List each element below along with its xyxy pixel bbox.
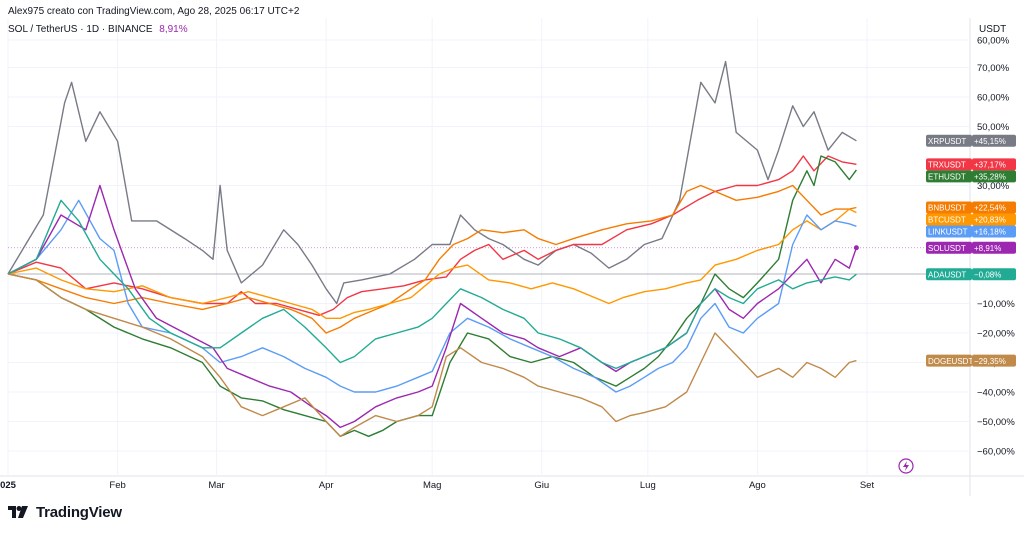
symbol-legend[interactable]: SOL / TetherUS · 1D · BINANCE 8,91% — [8, 24, 188, 35]
y-tick-label: 60,00% — [977, 93, 1010, 104]
price-axis-currency[interactable]: USDT — [979, 24, 1007, 35]
symbol-change: 8,91% — [159, 24, 188, 35]
brand-name: TradingView — [36, 504, 122, 521]
badge-value: −0,08% — [974, 270, 1001, 279]
grid — [0, 18, 1024, 496]
y-tick-label: 50,00% — [977, 122, 1010, 133]
badge-value-bg — [972, 225, 1016, 238]
y-tick-label: −60,00% — [977, 447, 1015, 458]
series-line-solusdt — [7, 184, 858, 429]
badge-name: SOLUSDT — [928, 244, 966, 253]
badge-value-bg — [972, 201, 1016, 214]
y-tick-label: 70,00% — [977, 63, 1010, 74]
badge-value: +20,83% — [974, 216, 1006, 225]
series-group — [7, 60, 970, 437]
badge-linkusdt: LINKUSDT +16,18% — [926, 225, 1016, 238]
y-tick-label: −10,00% — [977, 299, 1015, 310]
x-tick-label: Giu — [534, 480, 549, 491]
badge-name-bg — [926, 241, 972, 254]
x-tick-label: Feb — [109, 480, 125, 491]
series-badges: XRPUSDT +45,15% TRXUSDT +37,17% ETHUSDT +35,2… — [926, 134, 1016, 367]
badge-name: ETHUSDT — [928, 173, 966, 182]
series-line-trxusdt — [7, 155, 857, 316]
badge-name: BNBUSDT — [928, 204, 966, 213]
badge-adausdt: ADAUSDT −0,08% — [926, 268, 1016, 281]
time-axis[interactable]: 025 Feb Mar Apr Mag Giu Lug Ago Set — [0, 480, 874, 491]
x-tick-label: Lug — [640, 480, 656, 491]
badge-name: TRXUSDT — [928, 161, 966, 170]
y-tick-label: −40,00% — [977, 388, 1015, 399]
badge-value: +45,15% — [974, 137, 1006, 146]
badge-value-bg — [972, 170, 1016, 183]
badge-btcusdt: BTCUSDT +20,83% — [926, 213, 1016, 226]
badge-name: LINKUSDT — [928, 228, 968, 237]
badge-ethusdt: ETHUSDT +35,28% — [926, 170, 1016, 183]
y-tick-label: 30,00% — [977, 181, 1010, 192]
series-line-bnbusdt — [7, 184, 857, 334]
badge-value-bg — [972, 268, 1016, 281]
badge-name-bg — [926, 268, 972, 281]
badge-name-bg — [926, 158, 972, 171]
badge-value-bg — [972, 213, 1016, 226]
sol-last-point — [853, 245, 859, 251]
badge-name-bg — [926, 170, 972, 183]
badge-name-bg — [926, 134, 972, 147]
badge-bnbusdt: BNBUSDT +22,54% — [926, 201, 1016, 214]
badge-name: DOGEUSDT — [928, 357, 973, 366]
y-tick-label: −20,00% — [977, 329, 1015, 340]
badge-value: +35,28% — [974, 173, 1006, 182]
x-tick-label: Apr — [319, 480, 334, 491]
x-tick-label: Mag — [423, 480, 441, 491]
badge-value-bg — [972, 134, 1016, 147]
badge-xrpusdt: XRPUSDT +45,15% — [926, 134, 1016, 147]
badge-name-bg — [926, 225, 972, 238]
series-line-dogeusdt — [7, 273, 857, 437]
badge-name: BTCUSDT — [928, 216, 966, 225]
badge-value-bg — [972, 241, 1016, 254]
badge-name: ADAUSDT — [928, 270, 966, 279]
badge-value: +22,54% — [974, 204, 1006, 213]
badge-value-bg — [972, 354, 1016, 367]
badge-name-bg — [926, 354, 972, 367]
tradingview-brand[interactable]: TradingView — [8, 504, 122, 521]
badge-name: XRPUSDT — [928, 137, 966, 146]
badge-value: +16,18% — [974, 228, 1006, 237]
lightning-icon[interactable] — [898, 458, 914, 474]
badge-name-bg — [926, 201, 972, 214]
x-tick-label: 025 — [0, 480, 17, 491]
badge-trxusdt: TRXUSDT +37,17% — [926, 158, 1016, 171]
badge-value: +37,17% — [974, 161, 1006, 170]
tradingview-logo-icon — [8, 506, 28, 518]
x-tick-label: Mar — [208, 480, 224, 491]
y-tick-label: −50,00% — [977, 417, 1015, 428]
x-tick-label: Ago — [749, 480, 766, 491]
series-line-xrpusdt — [7, 60, 857, 305]
symbol-name: SOL / TetherUS · 1D · BINANCE — [8, 24, 153, 35]
series-line-ethusdt — [7, 155, 857, 437]
series-line-adausdt — [7, 199, 857, 370]
series-line-linkusdt — [7, 199, 857, 393]
y-tick-label: 60,00% — [977, 36, 1010, 47]
badge-name-bg — [926, 213, 972, 226]
series-line-btcusdt — [7, 208, 857, 319]
badge-value-bg — [972, 158, 1016, 171]
badge-value: −29,35% — [974, 357, 1006, 366]
badge-value: +8,91% — [974, 244, 1001, 253]
attribution-line: Alex975 creato con TradingView.com, Ago … — [8, 6, 300, 17]
x-tick-label: Set — [860, 480, 875, 491]
badge-solusdt: SOLUSDT +8,91% — [926, 241, 1016, 254]
badge-dogeusdt: DOGEUSDT −29,35% — [926, 354, 1016, 367]
